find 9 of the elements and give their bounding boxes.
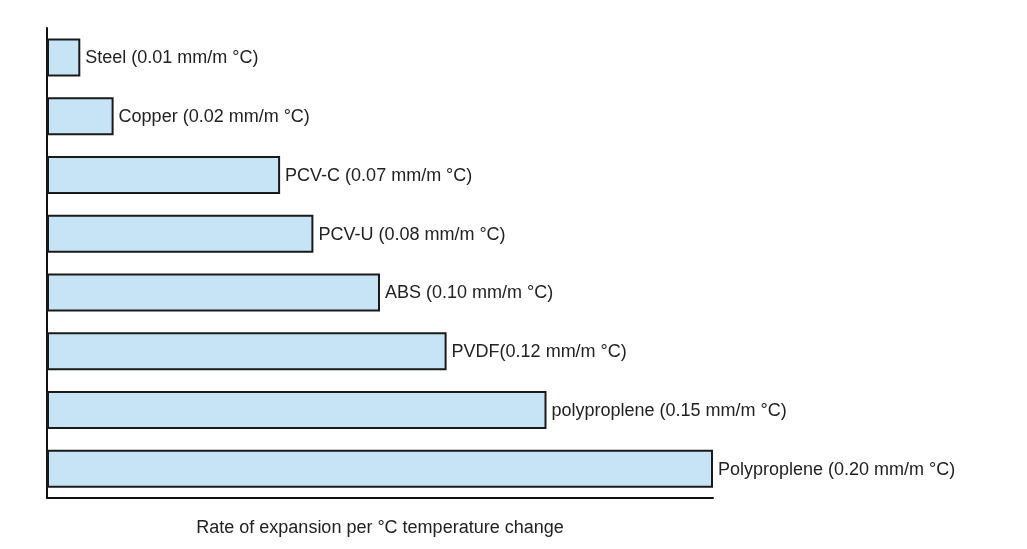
data-label: PCV-C (0.07 mm/m °C) [285,164,473,185]
data-label: Copper (0.02 mm/m °C) [118,106,310,127]
data-label: ABS (0.10 mm/m °C) [385,282,554,303]
data-label: PCV-U (0.08 mm/m °C) [318,223,506,244]
data-label: Steel (0.01 mm/m °C) [85,47,259,68]
x-axis-title: Rate of expansion per °C temperature change [196,517,564,537]
data-label: PVDF(0.12 mm/m °C) [451,341,627,362]
data-label: polyproplene (0.15 mm/m °C) [551,399,787,420]
data-label: Polyproplene (0.20 mm/m °C) [718,458,956,479]
